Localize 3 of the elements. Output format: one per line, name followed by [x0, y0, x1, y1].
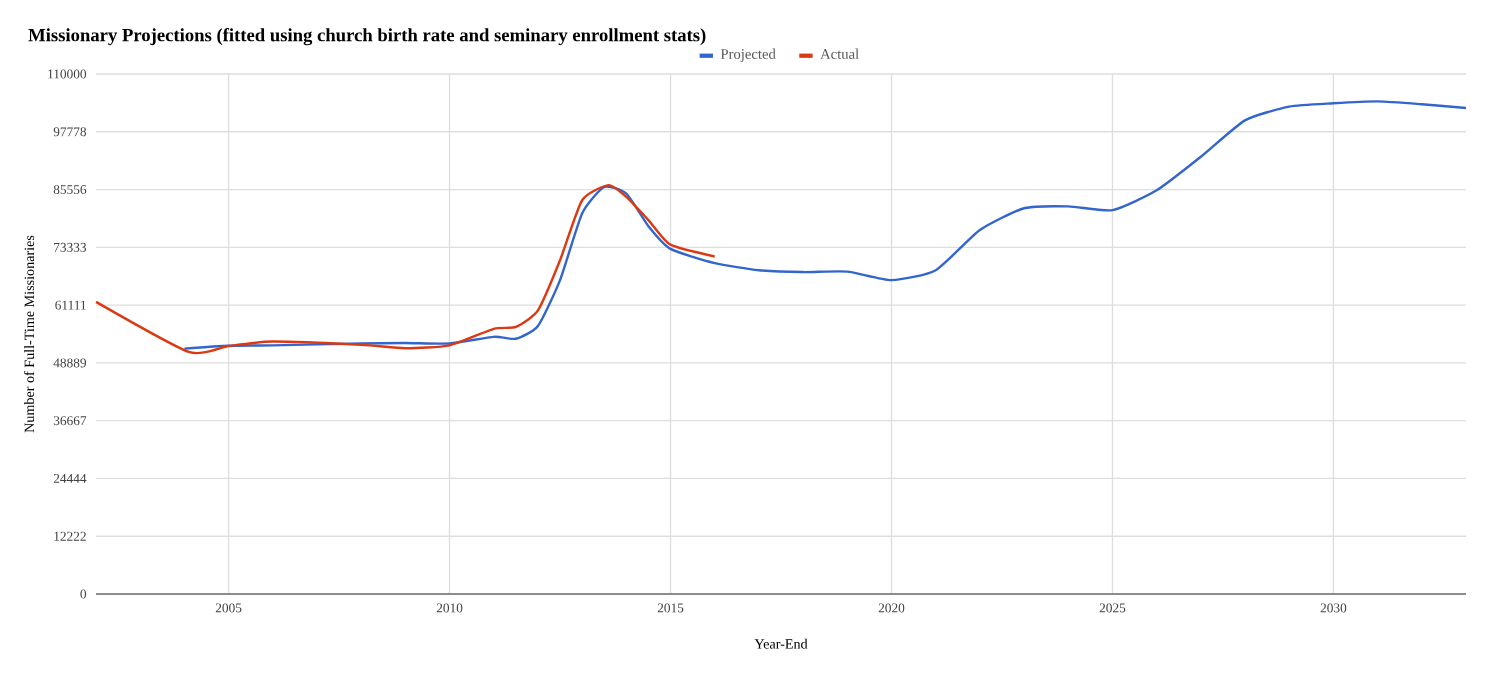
chart-title: Missionary Projections (fitted using church birth rate and seminary enrollment stats): [28, 28, 706, 46]
line-series: [94, 183, 716, 355]
line-series: [183, 100, 1468, 350]
